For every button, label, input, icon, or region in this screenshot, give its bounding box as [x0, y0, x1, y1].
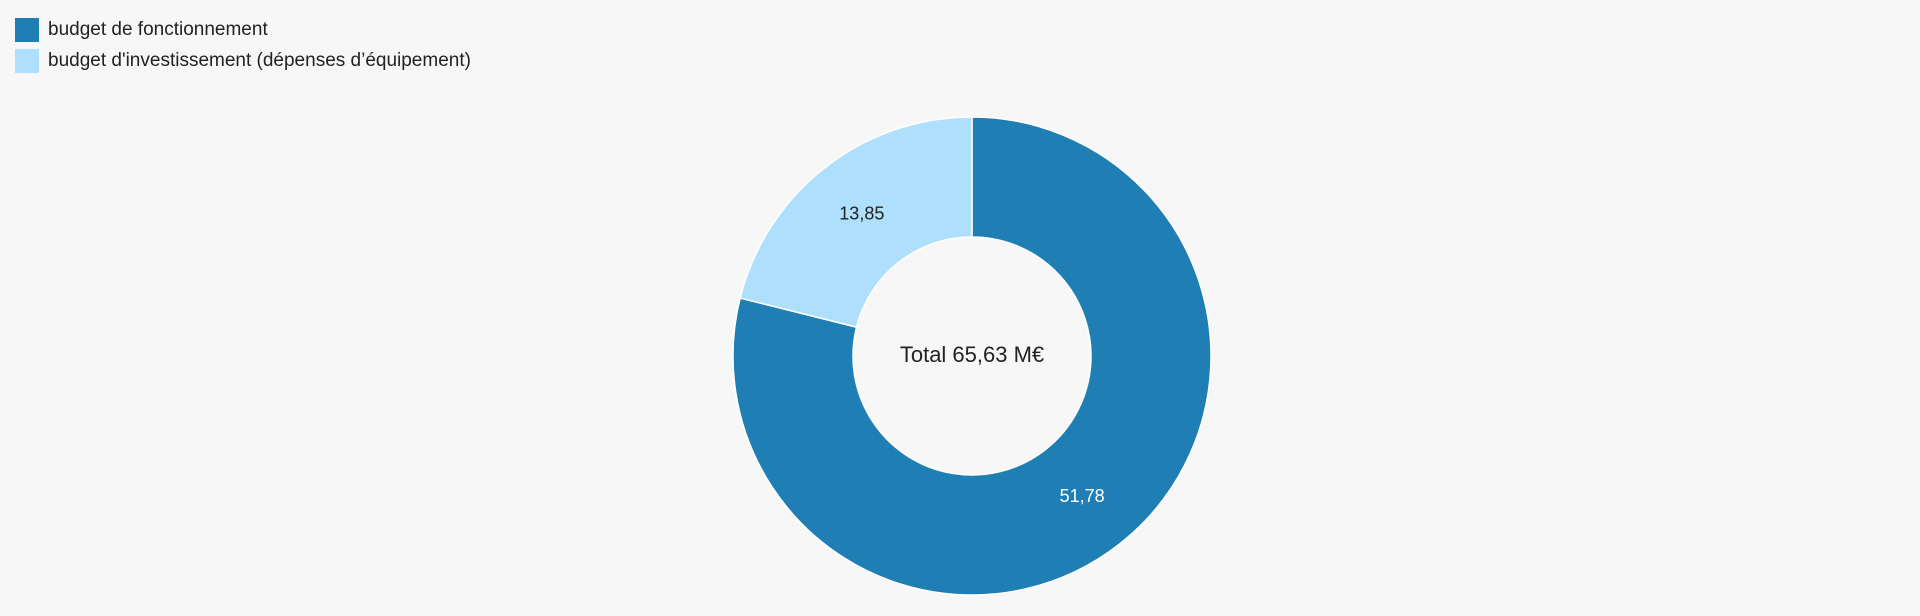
legend-swatch — [15, 18, 39, 42]
donut-segment — [739, 116, 973, 329]
legend-label: budget d'investissement (dépenses d’équi… — [48, 50, 471, 71]
donut-segment — [732, 116, 1212, 596]
center-label: Total 65,63 M€ — [900, 342, 1044, 367]
value-label: 13,85 — [839, 204, 884, 224]
legend-swatch — [15, 49, 39, 73]
legend-label: budget de fonctionnement — [48, 19, 268, 40]
value-label: 51,78 — [1060, 486, 1105, 506]
